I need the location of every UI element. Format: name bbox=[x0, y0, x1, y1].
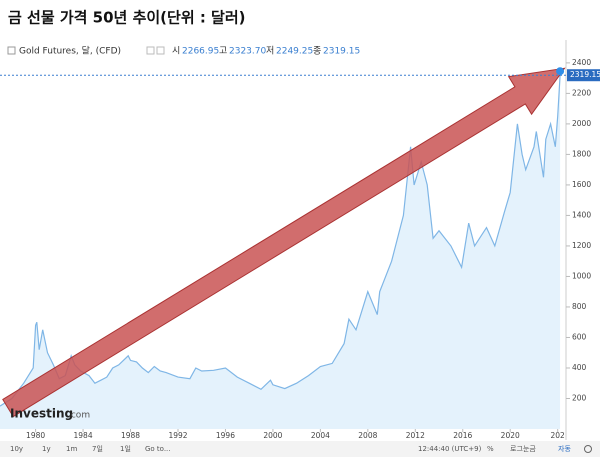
ohlc-value: 2319.15 bbox=[323, 47, 360, 57]
toolbar bbox=[0, 441, 600, 457]
toolbar-button[interactable]: Go to... bbox=[145, 445, 171, 453]
x-tick-label: 2016 bbox=[453, 431, 472, 440]
y-tick-label: 1000 bbox=[572, 271, 591, 280]
toolbar-button[interactable]: 1y bbox=[42, 445, 51, 453]
watermark: .com bbox=[68, 411, 90, 421]
y-tick-label: 2400 bbox=[572, 58, 591, 67]
x-tick-label: 2004 bbox=[311, 431, 330, 440]
y-tick-label: 2000 bbox=[572, 119, 591, 128]
icon bbox=[7, 46, 16, 55]
ohlc-label: 시 bbox=[172, 46, 180, 57]
toolbar-button[interactable]: 자동 bbox=[558, 444, 571, 453]
y-tick-label: 1600 bbox=[572, 180, 591, 189]
y-tick-label: 400 bbox=[572, 363, 587, 372]
ohlc-value: 2266.95 bbox=[182, 47, 219, 57]
x-tick-label: 2012 bbox=[406, 431, 425, 440]
current-price-box bbox=[567, 69, 600, 82]
trend-arrow bbox=[2, 67, 566, 418]
y-tick-label: 800 bbox=[572, 302, 587, 311]
ohlc-label: 저 bbox=[266, 46, 274, 57]
settings-icon[interactable] bbox=[584, 445, 592, 453]
x-tick-label: 202 bbox=[551, 431, 566, 440]
ohlc-value: 2323.70 bbox=[229, 47, 266, 57]
ohlc-label: 종 bbox=[313, 46, 321, 57]
x-tick-label: 1988 bbox=[121, 431, 140, 440]
toolbar-button[interactable]: 10y bbox=[10, 445, 23, 453]
y-tick-label: 1800 bbox=[572, 149, 591, 158]
x-tick-label: 1984 bbox=[74, 431, 93, 440]
ohlc-value: 2249.25 bbox=[276, 47, 313, 57]
toolbar-button[interactable]: 로그눈금 bbox=[510, 445, 536, 453]
toolbar-items: 10y 1y 1m 7일 1일 Go to... 12:44:40 (UTC+9)% 로그눈금… bbox=[10, 444, 592, 453]
icon bbox=[156, 46, 165, 55]
y-tick-label: 600 bbox=[572, 332, 587, 341]
ohlc: 시 2266.95 고 2323.70 저 2249.25 종 2319.15 bbox=[172, 46, 360, 57]
y-tick-label: 1400 bbox=[572, 210, 591, 219]
x-tick-label: 1992 bbox=[168, 431, 187, 440]
icon bbox=[146, 46, 155, 55]
ohlc-label: 고 bbox=[219, 47, 227, 57]
toolbar-button[interactable]: 1m bbox=[66, 445, 77, 453]
x-tick-label: 2008 bbox=[358, 431, 377, 440]
marker bbox=[556, 67, 565, 76]
current-price-label: 2319.15 bbox=[570, 70, 600, 79]
toolbar-button[interactable]: 1일 bbox=[120, 444, 131, 453]
x-tick-label: 1980 bbox=[26, 431, 45, 440]
y-tick-label: 200 bbox=[572, 393, 587, 402]
instrument-name: Gold Futures, 달, (CFD) bbox=[19, 45, 121, 57]
x-tick-label: 2020 bbox=[501, 431, 520, 440]
watermark: Investing bbox=[10, 407, 73, 421]
x-tick-label: 2000 bbox=[263, 431, 282, 440]
x-tick-label: 1996 bbox=[216, 431, 235, 440]
toolbar-button[interactable]: 7일 bbox=[92, 444, 103, 453]
y-tick-label: 1200 bbox=[572, 241, 591, 250]
toolbar-button: 12:44:40 (UTC+9) bbox=[418, 445, 482, 453]
y-tick-label: 2200 bbox=[572, 88, 591, 97]
area bbox=[0, 75, 561, 429]
toolbar-button[interactable]: % bbox=[487, 445, 494, 453]
chart-title: 금 선물 가격 50년 추이(단위 : 달러) bbox=[8, 9, 246, 27]
